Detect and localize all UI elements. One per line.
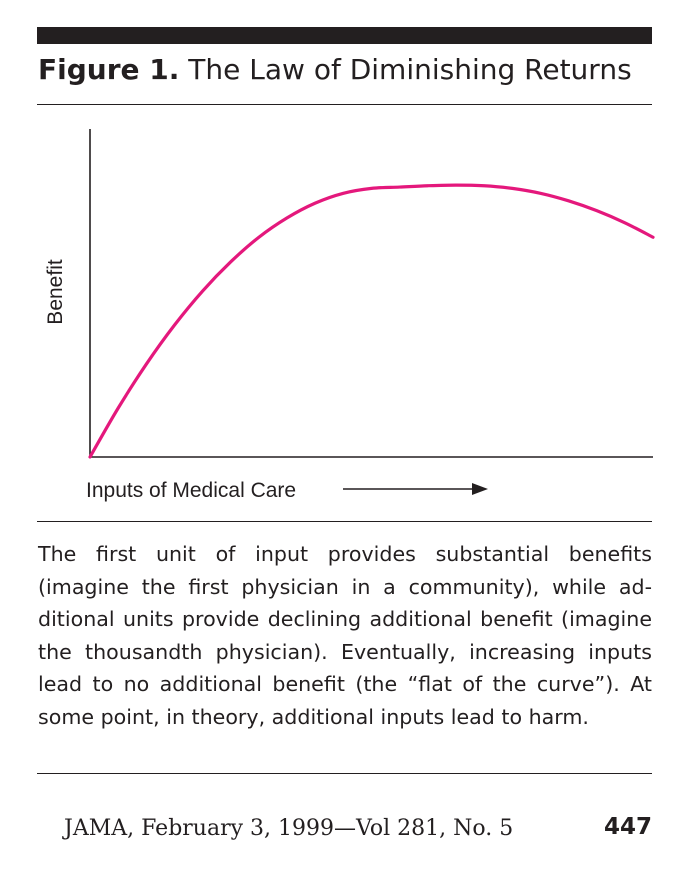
figure-label: Figure 1. xyxy=(38,53,180,86)
figure-caption: The first unit of input provides substan… xyxy=(38,542,652,729)
figure-title: Figure 1. The Law of Diminishing Returns xyxy=(38,52,632,88)
x-axis-arrow-head xyxy=(472,483,488,495)
page-number: 447 xyxy=(603,814,652,840)
x-axis-label: Inputs of Medical Care xyxy=(86,479,296,502)
caption-rule xyxy=(37,773,652,774)
journal-citation: JAMA, February 3, 1999—Vol 281, No. 5 xyxy=(64,816,514,841)
data-points xyxy=(90,185,653,457)
y-axis-label: Benefit xyxy=(44,259,67,325)
benefit-curve xyxy=(88,183,655,459)
figure-name: The Law of Diminishing Returns xyxy=(188,53,632,86)
header-bar xyxy=(37,27,652,44)
chart-bottom-rule xyxy=(37,521,652,522)
title-rule xyxy=(37,104,652,105)
x-axis-arrow xyxy=(343,483,488,495)
